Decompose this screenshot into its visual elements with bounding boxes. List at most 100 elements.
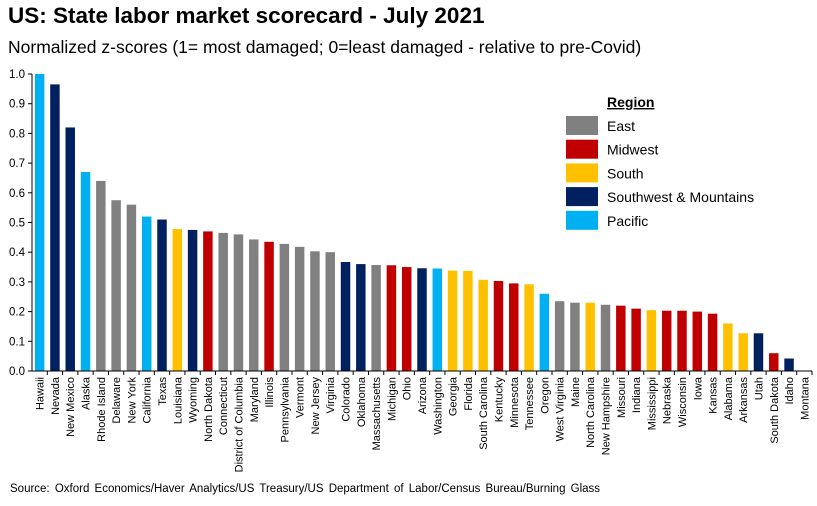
x-tick-label: Arkansas [738,377,750,423]
y-tick-label: 0.3 [9,277,25,289]
legend-label-east: East [607,118,635,134]
bar-wisconsin [677,310,687,371]
bar-north-carolina [585,302,595,371]
bar-arkansas [738,333,748,371]
x-tick-label: Colorado [341,377,353,422]
x-tick-label: Pennsylvania [279,376,291,442]
x-tick-label: New Hampshire [601,377,613,455]
x-tick-label: Washington [432,377,444,435]
legend-swatch-south [566,163,598,183]
x-tick-label: Kentucky [493,377,505,423]
bar-california [141,216,152,371]
x-tick-label: Montana [799,376,811,420]
x-tick-label: West Virginia [555,376,567,441]
x-tick-label: Minnesota [509,376,521,428]
y-tick-label: 0.6 [9,188,25,200]
x-tick-label: Tennessee [524,377,536,430]
chart-title: US: State labor market scorecard - July … [8,3,485,28]
x-tick-label: Alaska [81,376,93,410]
bar-indiana [631,308,641,371]
x-tick-label: Iowa [692,376,704,400]
bar-new-york [126,204,137,371]
bar-ohio [401,267,412,371]
y-tick-label: 0.4 [9,247,26,259]
x-tick-label: New York [126,377,138,424]
y-tick-label: 0.5 [9,218,25,230]
x-tick-label: Kansas [708,377,720,414]
y-tick-label: 0.7 [9,158,25,170]
bar-maine [570,302,580,371]
x-tick-label: New Mexico [65,377,77,437]
x-tick-label: Missouri [616,377,628,418]
y-tick-label: 0.9 [9,99,25,111]
x-tick-label: South Carolina [478,376,490,450]
y-tick-label: 0.1 [9,336,25,348]
bar-utah [753,333,764,371]
bar-tennessee [524,284,534,371]
x-tick-label: Georgia [448,376,460,416]
x-tick-label: Oregon [539,377,551,414]
x-tick-label: Delaware [111,377,123,423]
x-tick-label: Utah [753,377,765,400]
x-tick-label: Indiana [631,376,643,413]
bar-oregon [539,293,550,371]
x-tick-label: Maryland [249,377,261,422]
source-note: Source: Oxford Economics/Haver Analytics… [10,483,601,495]
x-tick-label: Florida [463,376,475,411]
x-tick-label: Connecticut [218,377,230,435]
x-tick-label: Virginia [325,376,337,413]
legend-label-southwestmountains: Southwest & Mountains [607,189,754,205]
bar-new-jersey [310,251,320,371]
x-tick-label: Wisconsin [677,377,689,427]
bar-colorado [340,262,351,371]
bar-virginia [325,252,335,371]
bar-missouri [616,305,626,371]
bar-north-dakota [203,231,213,371]
y-tick-label: 0.2 [9,307,25,319]
bar-iowa [692,311,703,371]
x-tick-label: Vermont [295,377,307,418]
bar-new-mexico [65,127,75,372]
chart-subtitle: Normalized z-scores (1= most damaged; 0=… [8,37,642,57]
bar-connecticut [218,232,228,371]
x-tick-label: Maine [570,377,582,407]
bars [34,74,794,372]
legend-swatch-east [566,116,598,135]
x-tick-label: Alabama [723,376,735,420]
legend-title: Region [607,94,654,110]
bar-south-carolina [478,279,488,371]
bar-michigan [386,265,397,371]
x-tick-label: Ohio [402,377,414,400]
x-tick-label: North Carolina [585,376,597,448]
x-tick-label: Oklahoma [356,376,368,427]
x-tick-label: Nevada [50,376,62,415]
bar-alaska [80,172,91,371]
bar-delaware [111,200,121,371]
legend-swatch-southwestmountains [566,187,598,207]
bar-louisiana [172,229,183,371]
bar-new-hampshire [600,304,611,371]
x-tick-label: Arizona [417,376,429,414]
bar-florida [463,270,473,371]
bar-washington [432,268,443,371]
bar-texas [157,219,167,371]
bar-nevada [50,84,60,372]
x-tick-label: Texas [157,377,169,406]
legend-label-south: South [607,165,644,181]
bar-rhode-island [96,180,106,371]
bar-south-dakota [769,353,779,371]
bar-pennsylvania [279,243,290,371]
y-tick-label: 0.8 [9,128,25,140]
x-tick-label: South Dakota [769,376,781,444]
legend-label-midwest: Midwest [607,142,658,158]
bar-alabama [723,323,733,371]
bar-idaho [784,358,794,371]
bar-illinois [264,241,274,371]
bar-nebraska [661,310,672,371]
bar-west-virginia [554,301,565,371]
x-tick-label: California [142,376,154,423]
bar-oklahoma [356,264,366,371]
x-tick-label: North Dakota [203,376,215,442]
bar-hawaii [34,74,45,371]
